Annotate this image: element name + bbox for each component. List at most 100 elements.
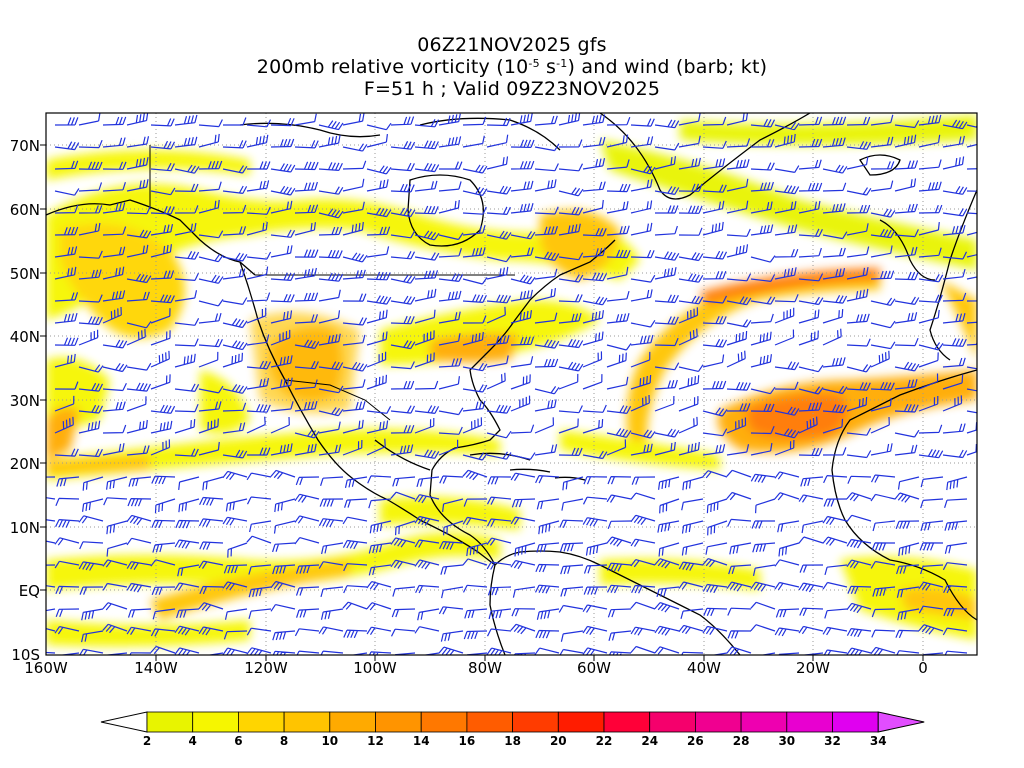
wind-barb — [150, 206, 175, 215]
wind-barb — [606, 116, 631, 126]
wind-barb — [367, 475, 392, 484]
wind-barb — [462, 452, 488, 461]
wind-barb — [606, 352, 627, 368]
colorbar-swatch — [832, 711, 879, 733]
wind-barb — [462, 277, 488, 285]
wind-barb — [126, 582, 152, 593]
wind-barb — [318, 162, 343, 171]
wind-barb — [462, 247, 486, 258]
wind-barb — [678, 328, 698, 346]
colorbar-over-arrow — [877, 711, 925, 733]
wind-barb — [417, 608, 440, 621]
wind-barb — [920, 564, 944, 575]
wind-barb — [510, 274, 536, 285]
wind-barb — [270, 229, 296, 238]
wind-barb — [870, 228, 896, 239]
wind-barb — [366, 581, 392, 591]
wind-barb — [247, 161, 271, 170]
wind-barb — [462, 417, 483, 434]
colorbar-swatch — [786, 711, 833, 733]
title-line-3: F=51 h ; Valid 09Z23NOV2025 — [363, 78, 661, 100]
colorbar-swatch — [466, 711, 513, 733]
wind-barb — [702, 380, 727, 390]
wind-barb — [707, 520, 728, 536]
wind-barb — [680, 608, 704, 619]
wind-barb — [227, 542, 248, 558]
wind-barb — [318, 289, 341, 302]
wind-barb — [222, 402, 247, 412]
wind-barb — [942, 357, 966, 368]
wind-barb — [894, 312, 918, 324]
wind-barb — [678, 252, 704, 262]
wind-barb — [54, 537, 80, 546]
wind-barb — [582, 351, 603, 368]
wind-barb — [78, 329, 99, 346]
wind-barb — [414, 352, 435, 368]
wind-barb — [582, 136, 606, 148]
wind-barb — [582, 450, 608, 460]
wind-barb — [222, 297, 248, 305]
wind-barb — [943, 585, 968, 594]
wind-barb — [391, 608, 416, 618]
wind-barb — [54, 353, 76, 368]
wind-barb — [294, 400, 318, 412]
wind-barb — [174, 582, 200, 591]
wind-barb — [318, 561, 344, 569]
wind-barb — [918, 605, 944, 614]
wind-barb — [777, 520, 800, 533]
wind-barb — [607, 476, 632, 485]
wind-barb — [608, 651, 632, 655]
wind-barb — [102, 623, 128, 634]
wind-barb — [560, 586, 584, 597]
wind-barb — [942, 135, 965, 148]
wind-barb — [390, 295, 416, 305]
colorbar-swatch — [512, 711, 559, 733]
wind-barb — [462, 135, 485, 148]
wind-barb — [726, 228, 751, 237]
wind-barb — [630, 626, 656, 636]
wind-barb — [270, 272, 295, 281]
wind-barb — [294, 181, 318, 192]
wind-barb — [390, 537, 416, 548]
wind-barb — [846, 187, 872, 196]
wind-barb — [150, 118, 175, 127]
colorbar-label: 22 — [596, 734, 613, 748]
wind-barb — [918, 424, 943, 434]
wind-barb — [942, 185, 968, 195]
wind-barb — [366, 295, 392, 305]
wind-barb — [823, 498, 848, 507]
wind-barb — [534, 115, 558, 126]
wind-barb — [198, 133, 220, 148]
wind-barb — [750, 296, 776, 305]
wind-barb — [198, 602, 224, 612]
wind-barb — [246, 334, 270, 346]
wind-barb — [272, 542, 296, 553]
wind-barb — [942, 313, 966, 324]
wind-barb — [846, 223, 869, 236]
wind-barb — [462, 164, 488, 174]
wind-barb — [942, 119, 968, 130]
wind-barb — [654, 602, 680, 613]
wind-barb — [942, 251, 968, 260]
wind-barb — [706, 498, 728, 514]
wind-barb — [510, 180, 534, 192]
wind-barb — [583, 476, 608, 485]
wind-barb — [750, 118, 776, 128]
wind-barb — [414, 230, 440, 241]
wind-barb — [558, 163, 584, 172]
lat-ticks — [40, 144, 46, 591]
wind-barb — [486, 206, 511, 215]
wind-barb — [390, 559, 416, 569]
wind-barb — [126, 320, 152, 329]
wind-barb — [654, 337, 679, 347]
wind-barb — [534, 399, 557, 412]
wind-barb — [222, 647, 248, 655]
wind-barb — [558, 604, 584, 613]
wind-barb — [654, 558, 680, 569]
lat-label: 60N — [10, 201, 40, 219]
wind-barb — [102, 362, 128, 373]
wind-barb — [870, 297, 896, 306]
wind-barb — [55, 585, 80, 595]
wind-barb — [222, 340, 248, 351]
wind-barb — [703, 607, 728, 617]
